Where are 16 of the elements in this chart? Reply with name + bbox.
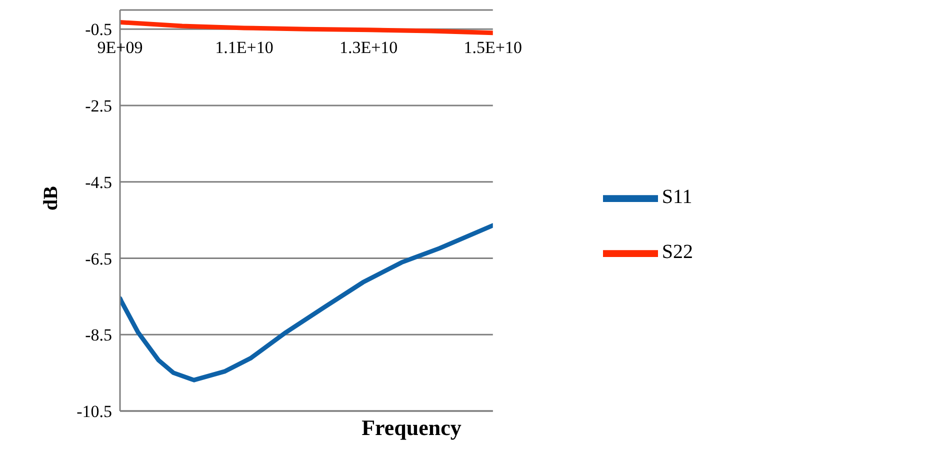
line-series	[120, 20, 493, 36]
x-tick-label: 1.1E+10	[215, 38, 274, 58]
x-tick-label: 9E+09	[97, 38, 143, 58]
x-tick-label: 1.5E+10	[464, 38, 522, 58]
y-tick-label: -2.5	[85, 96, 112, 116]
y-tick-label: -8.5	[85, 326, 112, 345]
legend-label: S11	[662, 186, 692, 208]
y-tick-label: -10.5	[76, 402, 112, 422]
y-tick-label: -4.5	[85, 172, 112, 192]
x-tick-label: 1.3E+10	[339, 38, 398, 58]
x-axis-title: Frequency	[360, 415, 462, 441]
y-axis-title: dB	[40, 186, 62, 210]
y-tick-label: -6.5	[85, 249, 112, 268]
y-tick-label: -0.5	[85, 20, 112, 40]
line-series	[120, 223, 493, 382]
legend-label: S22	[662, 241, 693, 264]
